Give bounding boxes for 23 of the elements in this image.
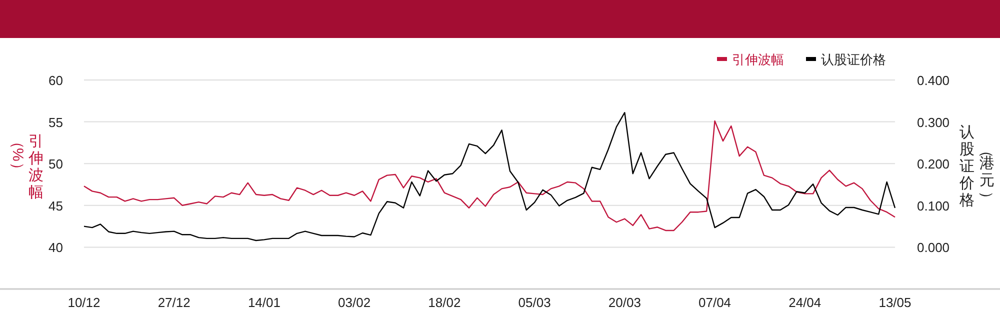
x-tick-label: 20/03	[608, 295, 641, 310]
y-tick-label: 40	[48, 240, 63, 256]
y-tick-label: 45	[48, 198, 63, 214]
y2-tick-label: 0.400	[917, 73, 950, 88]
x-tick-label: 18/02	[428, 295, 461, 310]
text: 认股证价格（港元）	[960, 124, 995, 209]
x-tick-label: 05/03	[518, 295, 551, 310]
y-tick-label: 50	[48, 156, 63, 172]
x-tick-label: 10/12	[68, 295, 100, 310]
y-tick-label: 55	[48, 114, 63, 130]
x-tick-label: 27/12	[158, 295, 190, 310]
y-tick-label: 60	[48, 73, 63, 88]
x-tick-label: 13/05	[878, 295, 912, 310]
legend-label: 认股证价格	[821, 52, 886, 67]
legend-label: 引伸波幅	[732, 52, 784, 67]
x-tick-label: 14/01	[248, 295, 280, 310]
y2-tick-label: 0.300	[917, 114, 950, 130]
y2-tick-label: 0.100	[917, 198, 950, 214]
x-tick-label: 24/04	[788, 295, 822, 310]
y2-tick-label: 0.000	[917, 240, 950, 256]
y2-tick-label: 0.200	[917, 156, 950, 172]
x-tick-label: 07/04	[698, 295, 732, 310]
x-tick-label: 03/02	[338, 295, 371, 310]
